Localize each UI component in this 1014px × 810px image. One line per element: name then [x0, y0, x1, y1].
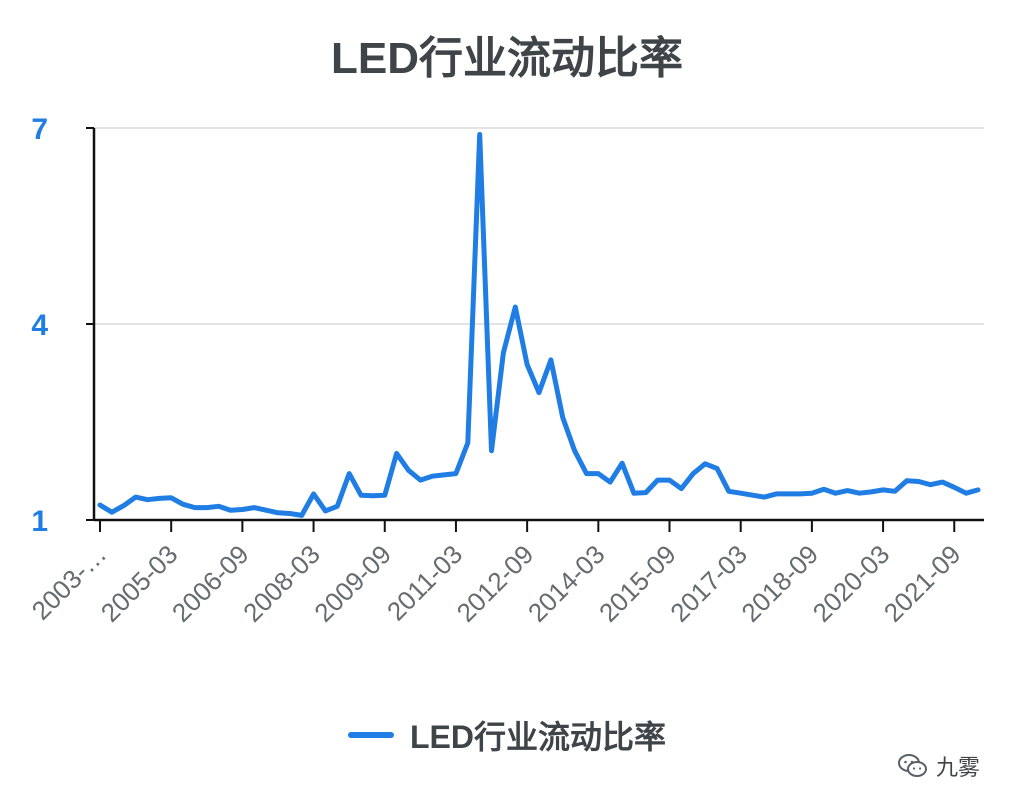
- y-tick-label: 1: [31, 505, 48, 538]
- grid-lines: [94, 127, 984, 325]
- legend-swatch: [347, 732, 394, 738]
- wechat-icon: [897, 754, 927, 777]
- chart-title: LED行业流动比率: [331, 34, 683, 83]
- watermark-text: 九雾: [935, 755, 980, 780]
- x-tick-label: 2020-03: [807, 539, 896, 628]
- x-tick-label: 2015-09: [593, 539, 682, 628]
- x-tick-label: 2014-03: [522, 539, 611, 628]
- line-chart: 147 2003-…2005-032006-092008-032009-0920…: [26, 113, 984, 628]
- x-tick-label: 2005-03: [95, 539, 184, 628]
- x-axis-ticks: 2003-…2005-032006-092008-032009-092011-0…: [26, 520, 967, 628]
- y-tick-label: 7: [31, 113, 48, 146]
- x-tick-label: 2012-09: [451, 539, 540, 628]
- y-axis-ticks: 1 4 7: [31, 113, 94, 538]
- x-tick-label: 2003-…: [26, 539, 113, 626]
- watermark: 九雾: [897, 750, 980, 782]
- legend[interactable]: LED行业流动比率: [0, 712, 1014, 758]
- x-tick-label: 2008-03: [237, 539, 326, 628]
- x-tick-label: 2009-09: [308, 539, 397, 628]
- y-tick-label: 4: [31, 309, 48, 342]
- series-lines: [97, 132, 981, 518]
- x-tick-label: 2021-09: [878, 539, 967, 628]
- x-tick-label: 2011-03: [381, 539, 468, 626]
- x-tick-label: 2018-09: [735, 539, 824, 628]
- x-tick-label: 2006-09: [166, 539, 255, 628]
- series-line-led-current-ratio: [97, 132, 981, 518]
- x-tick-label: 2017-03: [664, 539, 753, 628]
- legend-label: LED行业流动比率: [409, 719, 666, 755]
